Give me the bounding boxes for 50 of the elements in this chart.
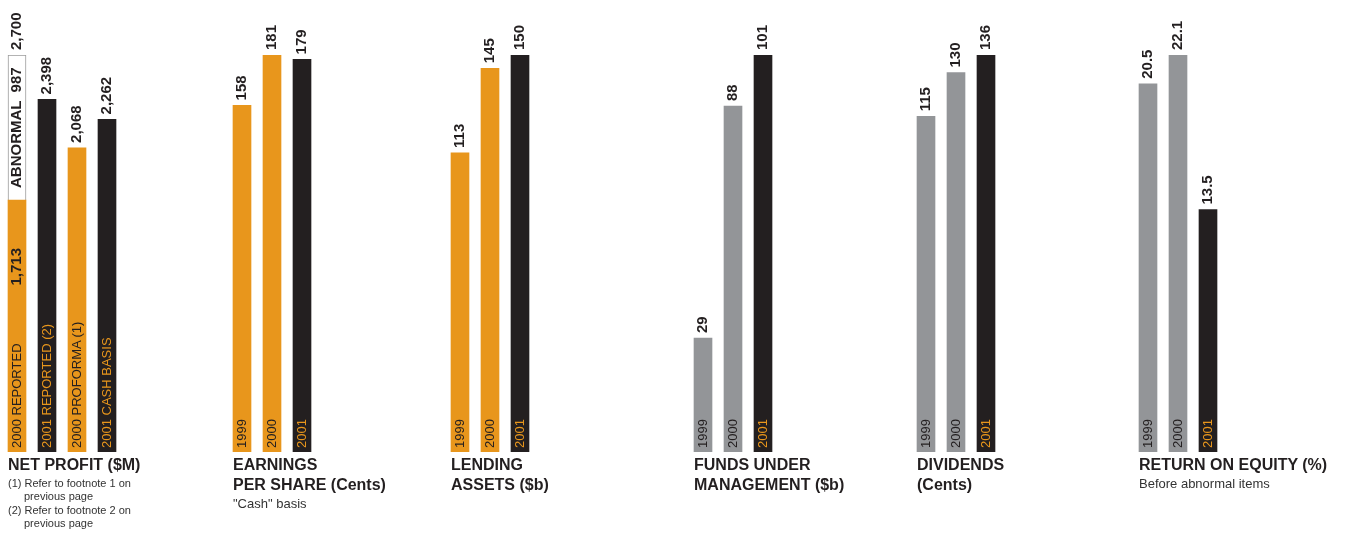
data-label: 13.5 xyxy=(1198,175,1216,205)
data-label: 101 xyxy=(753,24,771,50)
data-label: 115 xyxy=(916,87,934,112)
x-tick-label: 2001 xyxy=(754,419,770,448)
x-tick-label: 2001 REPORTED (2) xyxy=(38,323,54,448)
text: FUNDS UNDER MANAGEMENT ($b) xyxy=(694,455,845,495)
x-tick-label: 1999 xyxy=(917,419,933,448)
x-tick-label: 2000 xyxy=(724,419,740,448)
data-label: 136 xyxy=(976,24,994,50)
text: (2) Refer to footnote 2 on previous page xyxy=(8,504,132,529)
x-tick-label: 2001 xyxy=(511,419,527,448)
x-tick-label: 2001 xyxy=(293,419,309,448)
x-tick-label: 2000 xyxy=(263,419,279,448)
text: ABNORMAL 987 xyxy=(7,67,25,188)
total-label: 2,068 xyxy=(67,105,85,143)
data-label: 22.1 xyxy=(1168,20,1186,50)
x-tick-label: 1999 xyxy=(451,419,467,448)
total-label: 2,262 xyxy=(97,76,115,115)
text: EARNINGS PER SHARE (Cents) xyxy=(233,455,386,495)
text: DIVIDENDS (Cents) xyxy=(917,455,1005,495)
data-label: 150 xyxy=(510,24,528,50)
x-tick-label: 1999 xyxy=(1139,419,1155,448)
data-label: 20.5 xyxy=(1138,49,1156,79)
x-tick-label: 2000 PROFORMA (1) xyxy=(68,321,84,448)
x-tick-label: 1999 xyxy=(694,419,710,448)
text: RETURN ON EQUITY (%) xyxy=(1139,455,1328,475)
data-label: 179 xyxy=(292,29,310,55)
data-label: 145 xyxy=(480,38,498,64)
data-label: 88 xyxy=(723,84,741,102)
x-tick-label: 2000 xyxy=(1169,419,1185,448)
x-tick-label: 2000 xyxy=(481,419,497,448)
data-label: 181 xyxy=(262,24,280,50)
data-label: 29 xyxy=(693,316,711,334)
text: (1) Refer to footnote 1 on previous page xyxy=(8,477,132,502)
x-tick-label: 2000 REPORTED xyxy=(8,343,24,448)
data-label: 1,713 xyxy=(7,248,25,286)
total-label: 2,398 xyxy=(37,56,55,95)
data-label: 130 xyxy=(946,42,964,68)
text: "Cash" basis xyxy=(233,495,308,513)
x-tick-label: 2001 CASH BASIS xyxy=(98,337,114,448)
text: LENDING ASSETS ($b) xyxy=(451,455,549,495)
data-label: 113 xyxy=(450,123,468,148)
x-tick-label: 2001 xyxy=(1199,419,1215,448)
text: NET PROFIT ($M) xyxy=(8,455,142,475)
total-label: 2,700 xyxy=(7,12,25,50)
text: Before abnormal items xyxy=(1139,475,1271,493)
x-tick-label: 2000 xyxy=(947,419,963,448)
data-label: 158 xyxy=(232,75,250,101)
x-tick-label: 2001 xyxy=(977,419,993,448)
x-tick-label: 1999 xyxy=(233,419,249,448)
